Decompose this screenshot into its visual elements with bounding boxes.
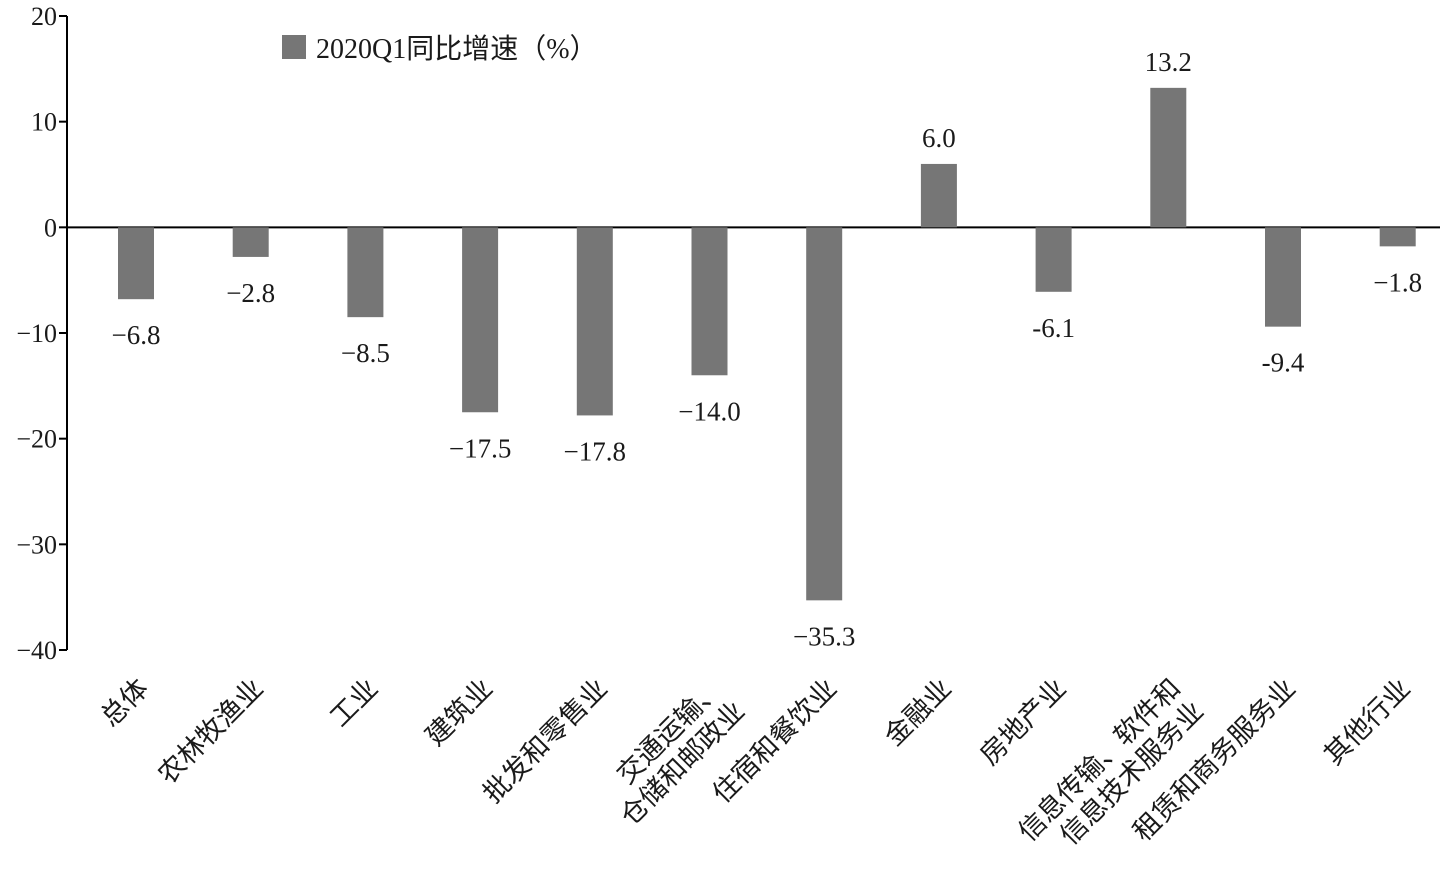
category-label: 其他行业 [1318, 673, 1416, 771]
category-label: 金融业 [879, 673, 958, 752]
data-label: -9.4 [1262, 348, 1305, 378]
bar [691, 227, 728, 376]
category-label: 建筑业 [420, 673, 499, 752]
y-tick-label: −30 [16, 530, 57, 559]
data-label: −6.8 [112, 320, 161, 350]
legend-label: 2020Q1同比增速（%） [316, 33, 598, 65]
y-tick-label: 20 [31, 2, 57, 31]
y-tick-label: 10 [31, 108, 57, 137]
data-label: −1.8 [1373, 267, 1422, 297]
data-label: −17.8 [564, 436, 626, 466]
data-label: −17.5 [449, 433, 511, 463]
bar [462, 227, 499, 413]
axes: 20 10 0 −10 −20 −30 −40 [16, 2, 1440, 665]
legend-swatch [282, 35, 306, 59]
data-label: 13.2 [1145, 47, 1192, 77]
y-tick-label: −10 [16, 319, 57, 348]
y-tick-label: −40 [16, 636, 57, 665]
bar [920, 163, 957, 228]
bar [232, 227, 269, 257]
bar [1265, 227, 1301, 327]
data-label: 6.0 [922, 123, 956, 153]
bars [118, 87, 1416, 601]
bar [1150, 87, 1187, 228]
data-label: −35.3 [793, 621, 855, 651]
category-label: 批发和零售业 [477, 673, 613, 809]
data-labels: −6.8 −2.8 −8.5 −17.5 −17.8 −14.0 −35.3 6.0 -6.1 1… [112, 47, 1423, 651]
category-label: 工业 [324, 673, 384, 733]
bar [1035, 227, 1072, 292]
data-label: −2.8 [226, 278, 275, 308]
category-label: 房地产业 [974, 673, 1072, 771]
data-label: -6.1 [1032, 313, 1075, 343]
bar [1379, 227, 1416, 247]
category-label: 农林牧渔业 [152, 673, 269, 790]
category-label: 总体 [95, 673, 155, 733]
bar [118, 227, 154, 300]
y-tick-label: 0 [44, 213, 57, 242]
bar [806, 227, 843, 601]
bar [576, 227, 613, 416]
bar [347, 227, 384, 318]
data-label: −8.5 [341, 338, 390, 368]
y-tick-label: −20 [16, 425, 57, 454]
data-label: −14.0 [678, 396, 740, 426]
legend: 2020Q1同比增速（%） [282, 33, 598, 65]
